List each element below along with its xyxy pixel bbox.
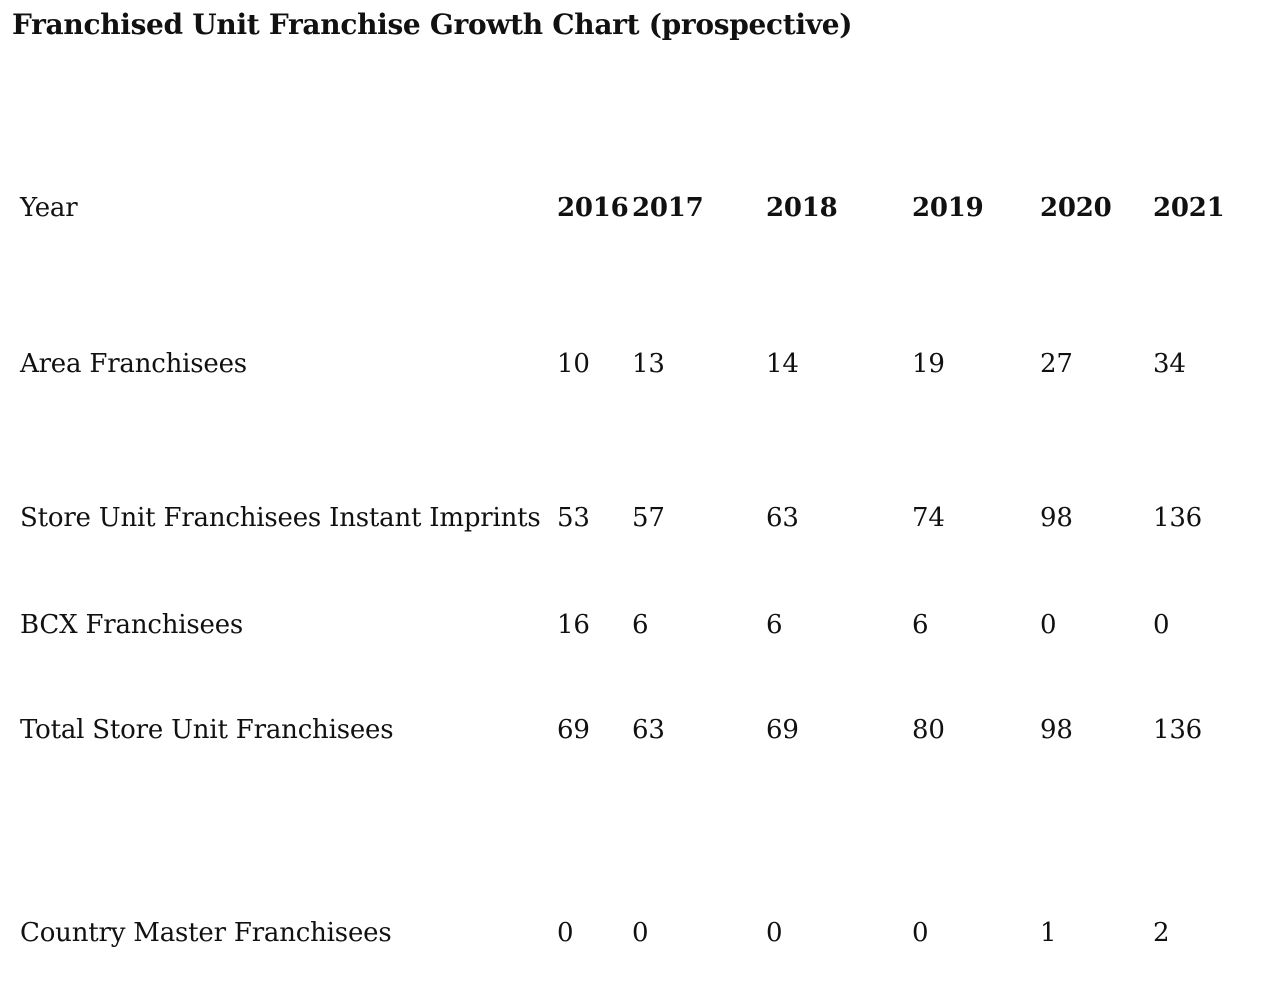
cell-value: 0 bbox=[1153, 610, 1170, 640]
cell-value: 136 bbox=[1153, 503, 1203, 533]
year-header-2021: 2021 bbox=[1153, 193, 1225, 223]
cell-value: 53 bbox=[557, 503, 590, 533]
year-header-2018: 2018 bbox=[766, 193, 838, 223]
table-row-bcx-franchisees: BCX Franchisees 16 6 6 6 0 0 bbox=[0, 608, 1280, 642]
row-label: BCX Franchisees bbox=[20, 610, 244, 640]
cell-value: 63 bbox=[766, 503, 799, 533]
table-row-total-store-unit-franchisees: Total Store Unit Franchisees 69 63 69 80… bbox=[0, 713, 1280, 747]
cell-value: 57 bbox=[632, 503, 665, 533]
cell-value: 98 bbox=[1040, 503, 1073, 533]
cell-value: 13 bbox=[632, 349, 665, 379]
cell-value: 0 bbox=[632, 918, 649, 948]
cell-value: 16 bbox=[557, 610, 590, 640]
year-column-header: Year bbox=[20, 193, 78, 223]
year-header-2016: 2016 bbox=[557, 193, 629, 223]
cell-value: 1 bbox=[1040, 918, 1057, 948]
table-row-area-franchisees: Area Franchisees 10 13 14 19 27 34 bbox=[0, 347, 1280, 381]
cell-value: 0 bbox=[1040, 610, 1057, 640]
cell-value: 34 bbox=[1153, 349, 1186, 379]
cell-value: 69 bbox=[557, 715, 590, 745]
cell-value: 6 bbox=[766, 610, 783, 640]
row-label: Total Store Unit Franchisees bbox=[20, 715, 394, 745]
cell-value: 80 bbox=[912, 715, 945, 745]
cell-value: 0 bbox=[557, 918, 574, 948]
cell-value: 27 bbox=[1040, 349, 1073, 379]
year-header-2017: 2017 bbox=[632, 193, 704, 223]
cell-value: 63 bbox=[632, 715, 665, 745]
cell-value: 14 bbox=[766, 349, 799, 379]
year-header-2020: 2020 bbox=[1040, 193, 1112, 223]
cell-value: 2 bbox=[1153, 918, 1170, 948]
year-header-2019: 2019 bbox=[912, 193, 984, 223]
cell-value: 0 bbox=[912, 918, 929, 948]
cell-value: 98 bbox=[1040, 715, 1073, 745]
table-row-country-master-franchisees: Country Master Franchisees 0 0 0 0 1 2 bbox=[0, 916, 1280, 950]
page-title: Franchised Unit Franchise Growth Chart (… bbox=[12, 8, 853, 41]
row-label: Area Franchisees bbox=[20, 349, 247, 379]
cell-value: 19 bbox=[912, 349, 945, 379]
row-label: Store Unit Franchisees Instant Imprints bbox=[20, 503, 541, 533]
cell-value: 136 bbox=[1153, 715, 1203, 745]
cell-value: 10 bbox=[557, 349, 590, 379]
row-label: Country Master Franchisees bbox=[20, 918, 392, 948]
table-row-store-unit-franchisees: Store Unit Franchisees Instant Imprints … bbox=[0, 501, 1280, 535]
cell-value: 74 bbox=[912, 503, 945, 533]
table-header-row: Year 2016 2017 2018 2019 2020 2021 bbox=[0, 191, 1280, 225]
cell-value: 0 bbox=[766, 918, 783, 948]
cell-value: 69 bbox=[766, 715, 799, 745]
cell-value: 6 bbox=[912, 610, 929, 640]
cell-value: 6 bbox=[632, 610, 649, 640]
